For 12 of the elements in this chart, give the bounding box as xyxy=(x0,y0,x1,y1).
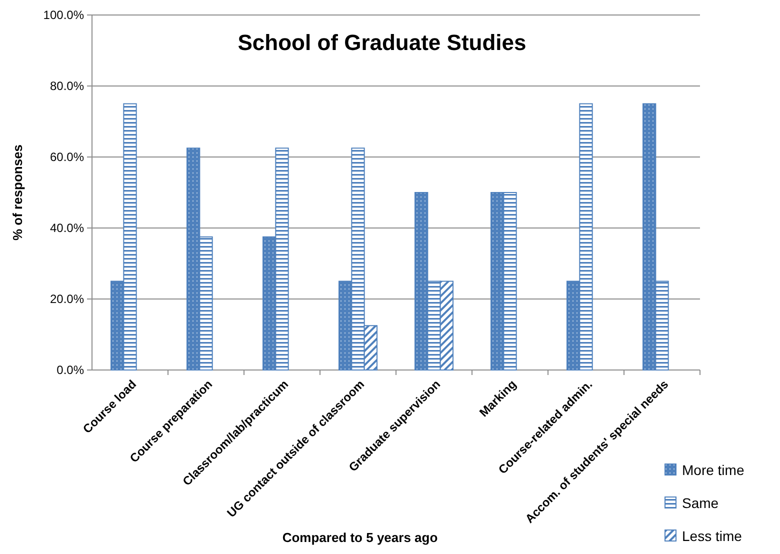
x-axis-title: Compared to 5 years ago xyxy=(282,530,438,545)
text: School of Graduate Studies xyxy=(238,30,526,55)
y-tick-label: 40.0% xyxy=(50,221,84,236)
legend-label: Same xyxy=(682,494,719,511)
y-axis-title: % of responses xyxy=(10,144,25,241)
y-tick-label: 80.0% xyxy=(50,79,84,94)
y-tick-label: 100.0% xyxy=(43,8,84,22)
y-tick-label: 20.0% xyxy=(50,292,84,306)
legend-label: Less time xyxy=(682,528,742,544)
y-tick-label: 0.0% xyxy=(56,363,84,378)
y-tick-label: 60.0% xyxy=(50,150,84,164)
legend-label: More time xyxy=(682,462,744,478)
